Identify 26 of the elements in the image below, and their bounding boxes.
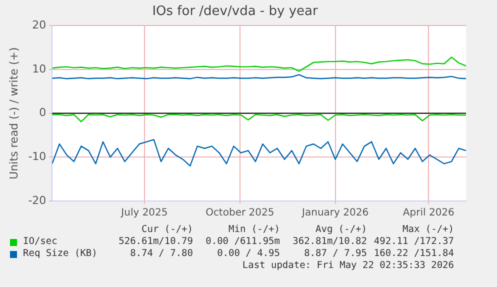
text: 492.11 /172.37	[372, 236, 454, 248]
y-tick-label: 0	[39, 106, 46, 120]
x-tick-label: October 2025	[206, 208, 274, 219]
y-tick-label: 10	[32, 62, 46, 76]
text: 362.81m/10.82	[292, 236, 367, 248]
text: Last update: Fri May 22 02:35:33 2026	[241, 260, 454, 272]
chart-title: IOs for /dev/vda - by year	[152, 4, 318, 20]
text: 160.22 /151.84	[372, 248, 454, 260]
x-tick-label: July 2025	[120, 208, 168, 219]
y-tick-label: -10	[28, 150, 46, 164]
text: 0.00 /611.95m	[204, 236, 280, 248]
text: Min (-/+)	[228, 224, 280, 236]
text: Max (-/+)	[402, 224, 454, 236]
x-tick-label: April 2026	[402, 208, 454, 219]
text: Cur (-/+)	[140, 224, 193, 236]
text: 8.87 / 7.95	[303, 248, 367, 260]
legend-label: Req Size (KB)	[23, 248, 98, 260]
y-tick-label: 20	[32, 18, 46, 32]
x-tick-label: January 2026	[301, 208, 369, 219]
legend-label: IO/sec	[23, 236, 58, 248]
text: 8.74 / 7.80	[129, 248, 193, 260]
text: 526.61m/10.79	[118, 236, 193, 248]
y-axis-title: Units read (-) / write (+)	[7, 47, 20, 180]
y-tick-label: -20	[28, 194, 46, 207]
text: Avg (-/+)	[314, 224, 367, 236]
text: 0.00 / 4.95	[216, 248, 280, 260]
